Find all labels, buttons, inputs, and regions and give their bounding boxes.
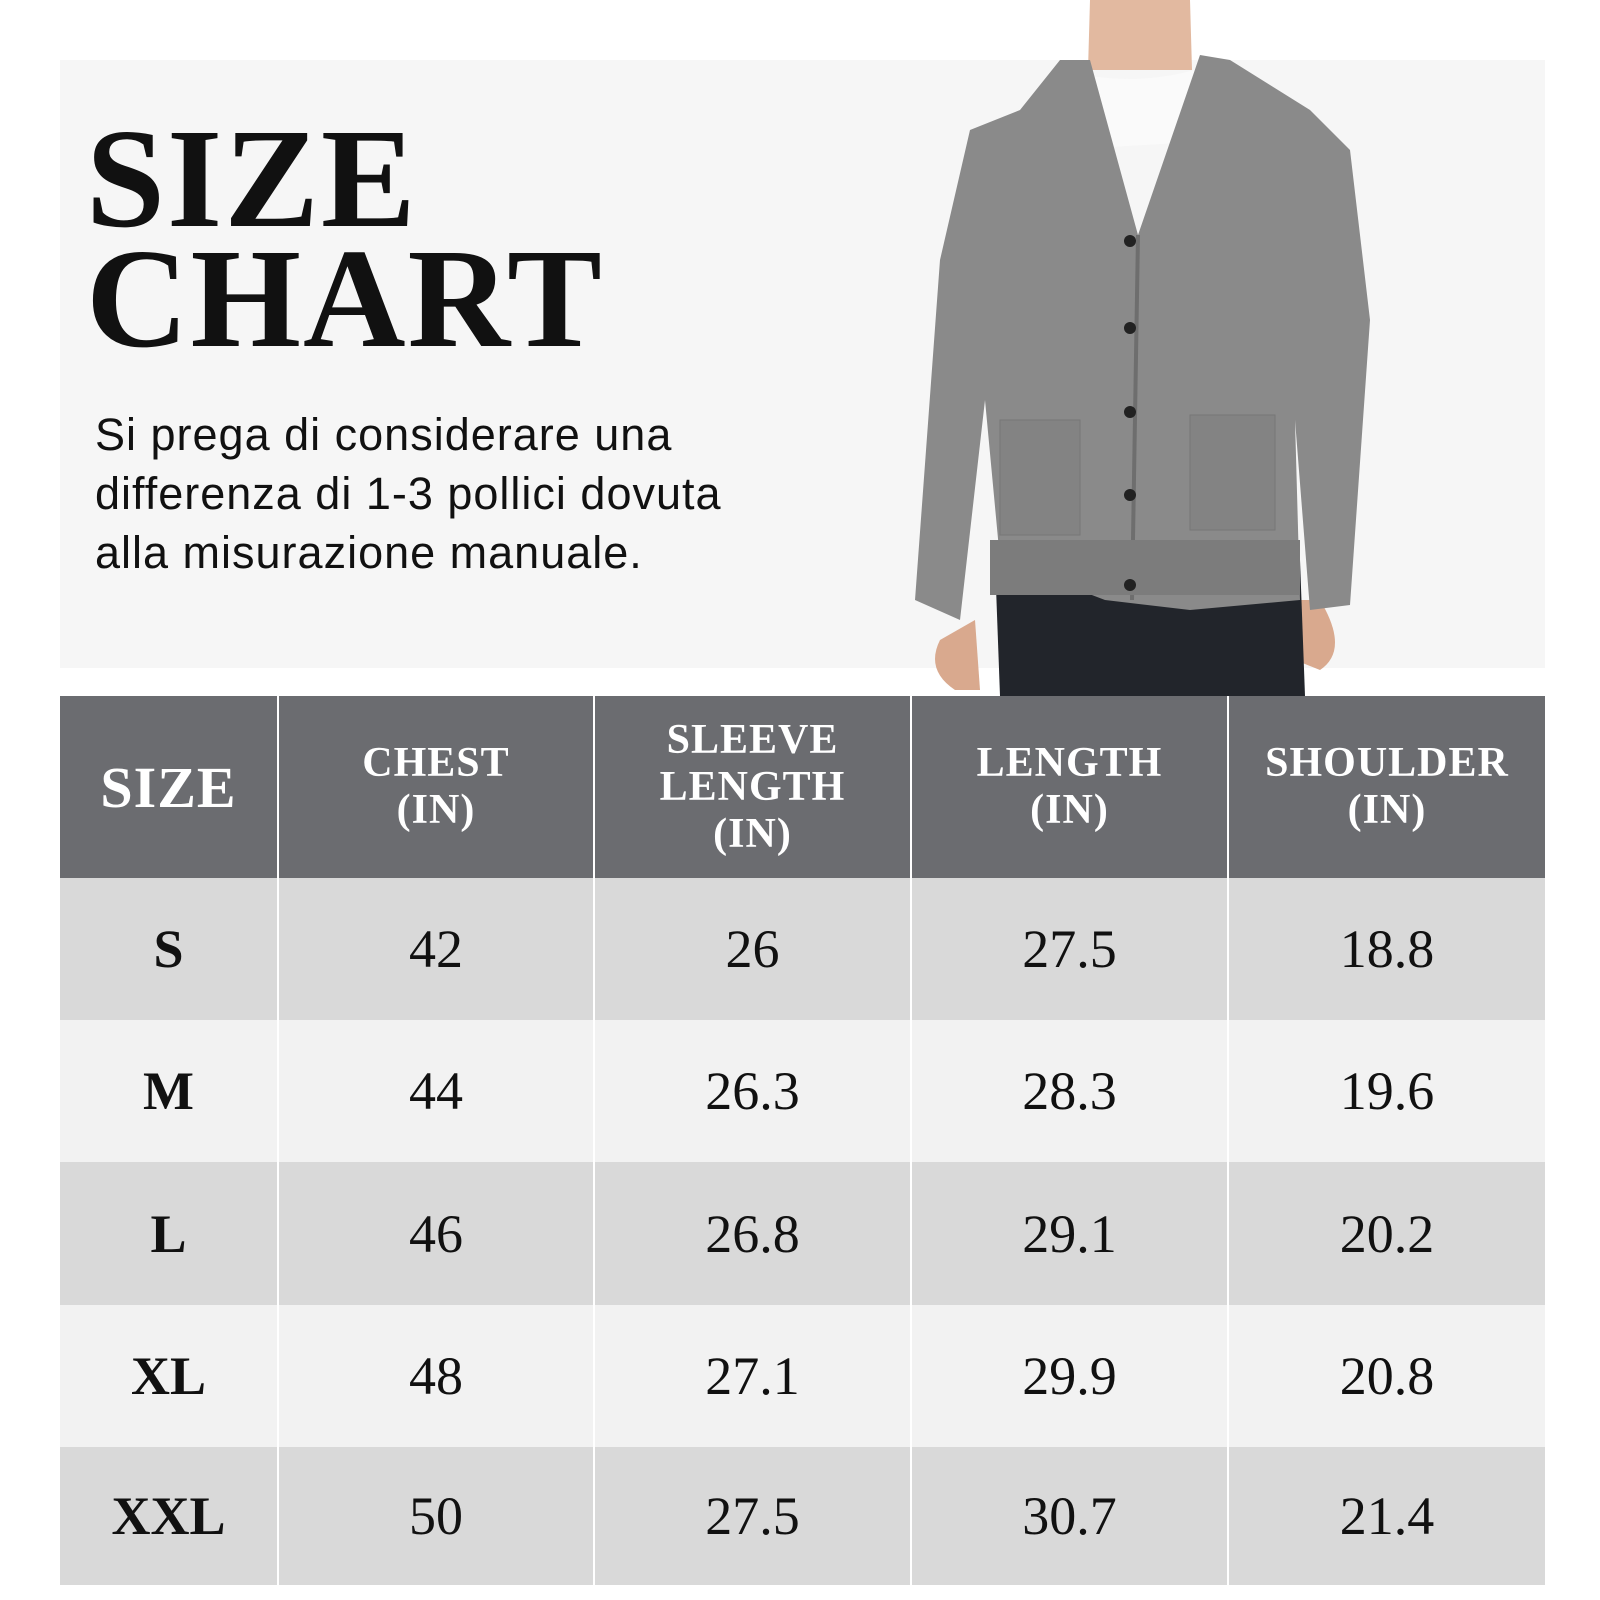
header-text: CHEST	[362, 740, 510, 786]
cell-text: M	[143, 1061, 194, 1121]
header-text: (IN)	[1030, 787, 1109, 833]
cell-text: 27.1	[705, 1346, 800, 1406]
cell-text: 20.8	[1339, 1346, 1435, 1406]
cell-text: XL	[130, 1346, 206, 1406]
table-cell: 42	[277, 878, 593, 1020]
header-cell: SLEEVE LENGTH (IN)	[593, 696, 910, 878]
cell-text: 29.9	[1022, 1346, 1117, 1406]
header-text: SIZE	[100, 754, 237, 820]
table-cell: 20.2	[1227, 1162, 1545, 1305]
table-cell: 44	[277, 1020, 593, 1162]
header-cell: LENGTH (IN)	[910, 696, 1227, 878]
cell-text: 42	[409, 919, 463, 979]
subtitle-line: differenza di 1-3 pollici dovuta	[95, 468, 722, 519]
header-text: LENGTH	[976, 740, 1163, 786]
table-cell: 19.6	[1227, 1020, 1545, 1162]
size-table: SIZE CHEST (IN) SLEEVE LENGTH (IN) LENGTH (IN) S…	[60, 696, 1545, 1585]
table-cell: M	[60, 1020, 277, 1162]
table-cell: 46	[277, 1162, 593, 1305]
cell-text: 30.7	[1022, 1486, 1117, 1546]
cell-text: 28.3	[1022, 1061, 1117, 1121]
table-cell: 18.8	[1227, 878, 1545, 1020]
header-cell: CHEST (IN)	[277, 696, 593, 878]
title: SIZE CHART	[86, 99, 604, 377]
table-cell: L	[60, 1162, 277, 1305]
cell-text: 50	[409, 1486, 463, 1546]
header-text: SLEEVE	[666, 716, 839, 763]
table-cell: 50	[277, 1447, 593, 1585]
header-text: (IN)	[713, 810, 792, 857]
cell-text: 26	[725, 919, 780, 979]
model-photo	[915, 0, 1370, 696]
subtitle: Si prega di considerare una differenza di…	[95, 405, 722, 582]
cell-text: 21.4	[1339, 1486, 1435, 1546]
table-cell: 20.8	[1227, 1305, 1545, 1447]
cell-text: 26.8	[705, 1203, 800, 1264]
table-cell: 28.3	[910, 1020, 1227, 1162]
table-cell: 26.3	[593, 1020, 910, 1162]
title-line: CHART	[86, 219, 604, 377]
subtitle-line: Si prega di considerare una	[95, 409, 673, 460]
cell-text: 26.3	[705, 1061, 800, 1121]
header-text: LENGTH	[659, 763, 846, 810]
cell-text: 27.5	[705, 1486, 800, 1546]
table-cell: 21.4	[1227, 1447, 1545, 1585]
cell-text: 18.8	[1339, 919, 1435, 979]
header-text: SHOULDER	[1265, 740, 1509, 786]
table-cell: 26.8	[593, 1162, 910, 1305]
header-cell: SIZE	[60, 696, 277, 878]
cell-text: 19.6	[1339, 1061, 1435, 1121]
table-cell: 29.1	[910, 1162, 1227, 1305]
cell-text: 48	[409, 1346, 463, 1406]
cell-text: 20.2	[1339, 1203, 1435, 1264]
header-cell: SHOULDER (IN)	[1227, 696, 1545, 878]
table-cell: XL	[60, 1305, 277, 1447]
table-cell: XXL	[60, 1447, 277, 1585]
cell-text: 44	[409, 1061, 463, 1121]
title-line: SIZE	[86, 99, 418, 257]
table-cell: 26	[593, 878, 910, 1020]
cell-text: XXL	[111, 1486, 226, 1546]
table-cell: 29.9	[910, 1305, 1227, 1447]
cell-text: 46	[409, 1203, 463, 1264]
table-cell: 48	[277, 1305, 593, 1447]
cell-text: S	[153, 919, 184, 979]
table-cell: 27.5	[593, 1447, 910, 1585]
header-text: (IN)	[1347, 787, 1427, 833]
table-cell: S	[60, 878, 277, 1020]
cell-text: 29.1	[1022, 1203, 1117, 1264]
table-cell: 27.5	[910, 878, 1227, 1020]
table-cell: 30.7	[910, 1447, 1227, 1585]
header-text: (IN)	[396, 787, 476, 833]
cell-text: L	[150, 1203, 187, 1264]
subtitle-line: alla misurazione manuale.	[95, 527, 643, 578]
table-cell: 27.1	[593, 1305, 910, 1447]
cell-text: 27.5	[1022, 919, 1117, 979]
